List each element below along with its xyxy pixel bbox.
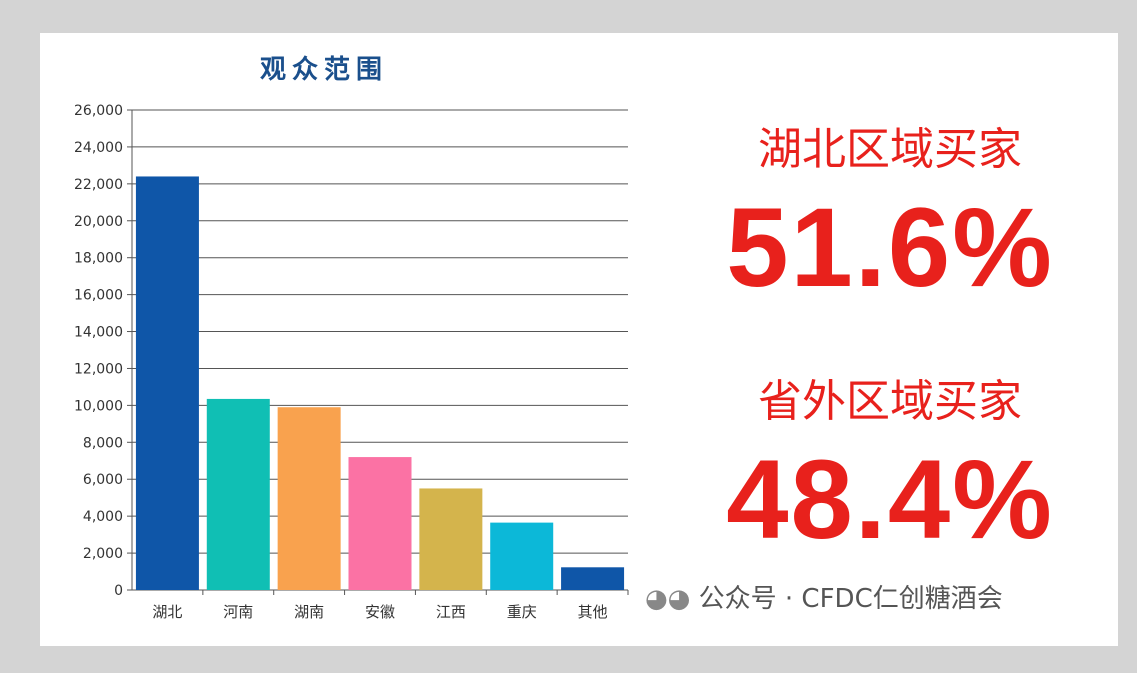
- y-tick-label: 4,000: [83, 509, 123, 525]
- x-tick-label: 河南: [223, 603, 253, 621]
- x-tick-label: 江西: [436, 603, 466, 621]
- bar-安徽: [348, 457, 412, 590]
- watermark: ◕◕ 公众号 · CFDC仁创糖酒会: [645, 578, 1003, 615]
- infographic-card: 观众范围 0 2,000 4,000 6,000 8,000 10,000 12,000 14…: [40, 33, 1118, 646]
- chart-title: 观众范围: [260, 55, 389, 85]
- bar-重庆: [490, 522, 554, 590]
- bar-湖南: [277, 407, 341, 590]
- y-tick-label: 20,000: [74, 214, 123, 230]
- x-tick-label: 湖北: [152, 603, 182, 621]
- outside-buyers-percent: 48.4%: [726, 437, 1054, 562]
- bar-其他: [561, 567, 625, 590]
- hubei-buyers-label: 湖北区域买家: [758, 124, 1022, 175]
- x-tick-label: 湖南: [294, 603, 324, 621]
- y-tick-label: 18,000: [74, 251, 123, 267]
- y-tick-label: 8,000: [83, 435, 123, 451]
- hubei-buyers-percent: 51.6%: [726, 185, 1054, 310]
- watermark-text: 公众号 · CFDC仁创糖酒会: [698, 584, 1003, 614]
- y-tick-label: 14,000: [74, 325, 123, 341]
- y-tick-label: 12,000: [74, 361, 123, 377]
- bar-湖北: [135, 176, 199, 590]
- bar-河南: [206, 398, 270, 590]
- y-tick-label: 22,000: [74, 177, 123, 193]
- bar-江西: [419, 488, 483, 590]
- wechat-icon: ◕◕: [645, 584, 699, 614]
- y-tick-label: 2,000: [83, 546, 123, 562]
- x-tick-label: 其他: [578, 603, 608, 621]
- y-tick-label: 26,000: [74, 103, 123, 119]
- x-tick-label: 重庆: [507, 603, 537, 621]
- bar-chart: 0 2,000 4,000 6,000 8,000 10,000 12,000 14,000 1…: [74, 103, 629, 621]
- outside-buyers-label: 省外区域买家: [758, 376, 1022, 427]
- y-tick-label: 0: [114, 583, 123, 599]
- x-tick-label: 安徽: [365, 603, 395, 621]
- y-tick-label: 24,000: [74, 140, 123, 156]
- y-tick-label: 10,000: [74, 398, 123, 414]
- y-tick-label: 16,000: [74, 288, 123, 304]
- y-tick-label: 6,000: [83, 472, 123, 488]
